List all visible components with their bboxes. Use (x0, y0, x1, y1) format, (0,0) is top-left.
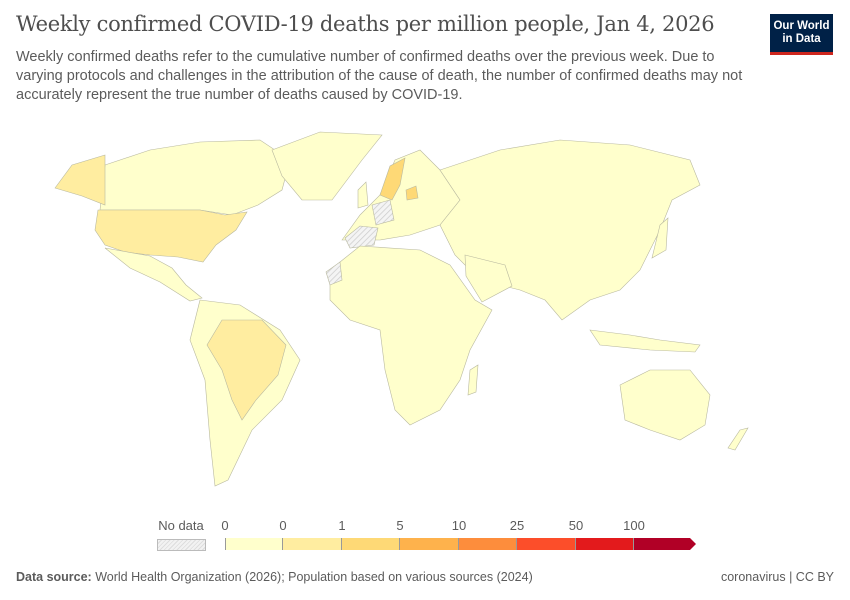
legend-bin[interactable] (576, 538, 634, 550)
legend-no-data-label: No data (158, 518, 204, 533)
source-text[interactable]: World Health Organization (2026); Popula… (95, 570, 533, 584)
legend-bin[interactable] (283, 538, 342, 550)
region-greenland[interactable] (271, 131, 383, 201)
region-indonesia[interactable] (589, 329, 701, 353)
region-usa[interactable] (94, 209, 248, 263)
region-alaska[interactable] (54, 154, 106, 206)
legend-tick: 0 (221, 518, 229, 533)
legend-tick: 100 (623, 518, 645, 533)
region-baltics[interactable] (405, 185, 419, 201)
chart-subtitle: Weekly confirmed deaths refer to the cum… (16, 49, 743, 103)
legend-no-data-swatch[interactable] (157, 539, 206, 551)
region-arabia[interactable] (464, 254, 513, 303)
legend-tick: 5 (396, 518, 404, 533)
legend-bin[interactable] (342, 538, 400, 550)
legend-arrow-icon (690, 538, 696, 550)
region-uk[interactable] (357, 181, 369, 209)
chart-title: Weekly confirmed COVID-19 deaths per mil… (16, 12, 715, 36)
region-germany-nodata[interactable] (371, 199, 395, 226)
region-western-sahara[interactable] (325, 261, 343, 286)
legend-tick: 50 (568, 518, 584, 533)
source-label: Data source: (16, 570, 92, 584)
legend-tick: 0 (279, 518, 287, 533)
region-canada[interactable] (99, 139, 291, 216)
world-map (54, 131, 749, 487)
legend-tick: 1 (338, 518, 346, 533)
region-spain[interactable] (344, 225, 379, 249)
legend-bin[interactable] (400, 538, 459, 550)
legend-tick: 25 (509, 518, 525, 533)
region-new-zealand[interactable] (727, 427, 749, 451)
region-australia[interactable] (619, 369, 711, 441)
region-africa[interactable] (329, 245, 493, 426)
owid-logo[interactable]: Our World in Data (770, 14, 833, 55)
region-brazil[interactable] (206, 319, 287, 421)
footer-license[interactable]: coronavirus | CC BY (720, 570, 834, 584)
legend-bin[interactable] (517, 538, 576, 550)
region-japan[interactable] (651, 217, 669, 259)
region-sweden[interactable] (379, 157, 406, 201)
data-source: Data source: World Health Organization (… (16, 570, 533, 584)
region-madagascar[interactable] (467, 364, 479, 396)
legend-bin[interactable] (459, 538, 517, 550)
legend-bin[interactable] (225, 538, 283, 550)
legend-bin[interactable] (634, 538, 690, 550)
region-mexico-central-america[interactable] (104, 247, 203, 302)
legend-tick: 10 (451, 518, 467, 533)
